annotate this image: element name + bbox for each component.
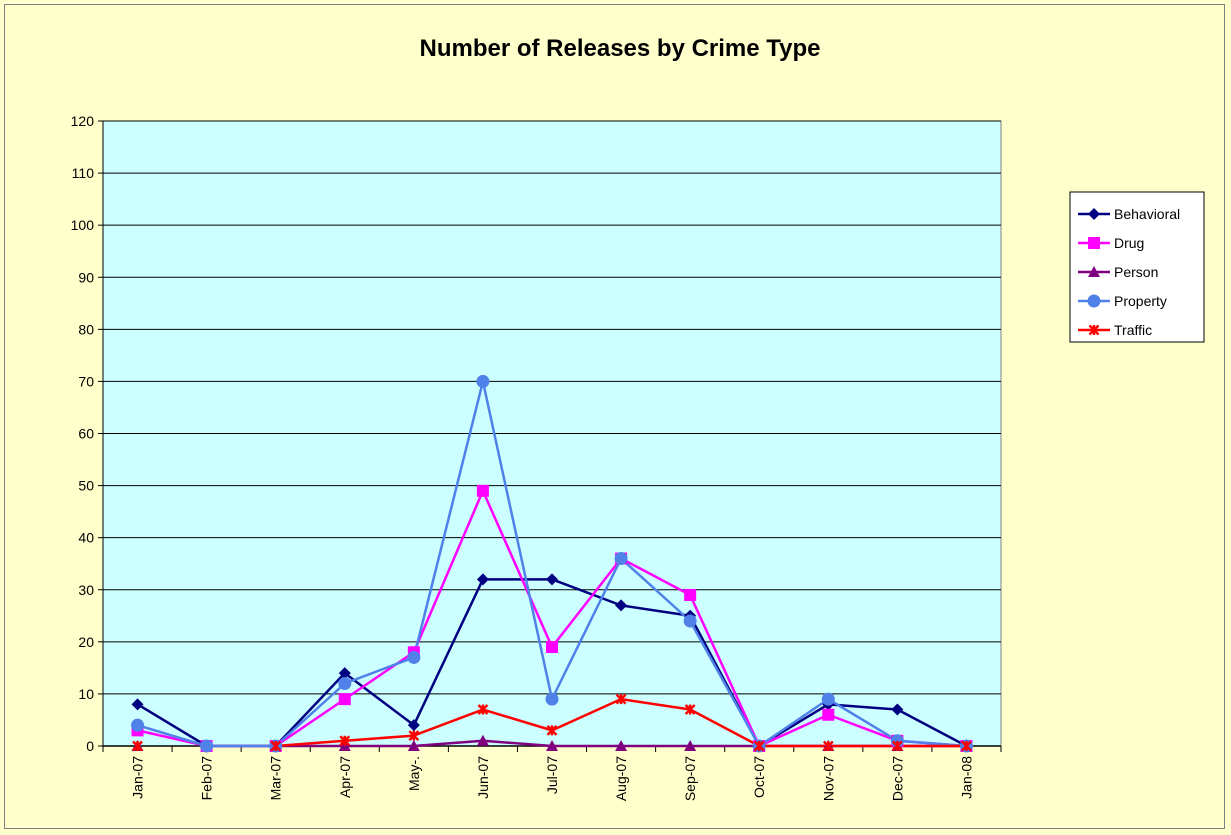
y-axis: 0 10 20 30 40 50 60 70 80 90 100 110 120 xyxy=(71,113,104,754)
data-point xyxy=(822,708,835,721)
data-point xyxy=(339,735,351,747)
data-point xyxy=(477,704,489,715)
y-tick-label: 10 xyxy=(78,686,94,702)
data-point xyxy=(615,693,627,705)
data-point xyxy=(615,599,628,612)
data-point xyxy=(822,740,834,752)
legend-item: Property xyxy=(1078,293,1167,309)
legend-label: Drug xyxy=(1114,235,1144,251)
x-tick-label: May-. xyxy=(406,756,422,791)
y-tick-label: 90 xyxy=(78,269,94,285)
y-tick-label: 120 xyxy=(71,113,95,129)
line-chart: 0 10 20 30 40 50 60 70 80 90 100 110 120 Jan-07 Feb-07… xyxy=(71,35,1205,801)
legend-item: Drug xyxy=(1078,235,1144,251)
chart-title: Number of Releases by Crime Type xyxy=(419,35,820,62)
data-point xyxy=(684,740,697,751)
chart-container: 0 10 20 30 40 50 60 70 80 90 100 110 120 Jan-07 Feb-07… xyxy=(4,4,1225,829)
y-tick-label: 30 xyxy=(78,582,94,598)
x-tick-label: Sep-07 xyxy=(682,756,698,801)
x-tick-label: Apr-07 xyxy=(337,756,353,798)
data-point xyxy=(684,588,697,601)
series-markers-traffic xyxy=(132,693,972,752)
y-tick-label: 60 xyxy=(78,426,94,442)
data-point xyxy=(407,650,421,664)
x-axis: Jan-07 Feb-07 Mar-07 Apr-07 May-. Jun-07 Jul-0… xyxy=(102,745,1002,801)
data-point xyxy=(892,740,903,752)
x-tick-label: Mar-07 xyxy=(268,756,284,801)
data-point xyxy=(1088,324,1100,336)
data-point xyxy=(338,667,351,680)
data-point xyxy=(961,740,972,752)
legend-item: Traffic xyxy=(1078,322,1152,338)
x-tick-label: Jan-07 xyxy=(130,756,146,799)
y-tick-label: 70 xyxy=(78,373,94,389)
x-tick-label: Aug-07 xyxy=(613,756,629,801)
y-tick-label: 50 xyxy=(78,478,94,494)
legend-label: Person xyxy=(1114,264,1158,280)
data-point xyxy=(1088,266,1100,277)
gridlines xyxy=(103,120,1001,695)
data-point xyxy=(546,573,558,586)
x-tick-label: Jan-08 xyxy=(958,756,974,799)
data-point xyxy=(891,703,904,716)
x-tick-label: Dec-07 xyxy=(889,756,905,801)
data-point xyxy=(614,552,628,565)
data-point xyxy=(546,641,558,654)
legend-item: Person xyxy=(1078,264,1158,280)
data-point xyxy=(407,719,420,732)
x-tick-label: Feb-07 xyxy=(199,756,215,801)
data-point xyxy=(1088,208,1100,220)
y-tick-label: 20 xyxy=(78,634,94,650)
data-point xyxy=(684,704,696,715)
data-point xyxy=(476,484,489,497)
legend-label: Property xyxy=(1114,293,1167,309)
data-point xyxy=(546,724,558,736)
y-tick-label: 100 xyxy=(71,217,95,233)
x-tick-label: Nov-07 xyxy=(820,756,836,801)
data-point xyxy=(131,718,145,732)
legend-item: Behavioral xyxy=(1078,206,1180,222)
data-point xyxy=(407,740,420,751)
y-tick-label: 40 xyxy=(78,530,94,546)
x-tick-label: Jul-07 xyxy=(544,756,560,794)
data-point xyxy=(546,740,558,751)
y-tick-label: 0 xyxy=(86,738,94,754)
data-point xyxy=(545,692,559,706)
legend-label: Traffic xyxy=(1114,322,1152,338)
y-tick-label: 80 xyxy=(78,321,94,337)
data-point xyxy=(1087,294,1101,308)
data-point xyxy=(270,740,282,752)
data-point xyxy=(338,693,351,706)
data-point xyxy=(821,692,835,706)
data-point xyxy=(408,730,420,741)
data-point xyxy=(200,739,214,753)
data-point xyxy=(131,698,144,711)
data-point xyxy=(338,677,352,690)
data-point xyxy=(132,740,143,752)
legend-label: Behavioral xyxy=(1114,206,1180,222)
y-tick-label: 110 xyxy=(72,165,95,181)
legend: Behavioral Drug Person Property Traffic xyxy=(1069,191,1205,343)
x-tick-label: Jun-07 xyxy=(475,756,491,799)
x-tick-label: Oct-07 xyxy=(751,756,767,798)
series-group xyxy=(131,374,973,753)
data-point xyxy=(476,734,489,746)
data-point xyxy=(683,614,697,628)
data-point xyxy=(615,740,628,751)
data-point xyxy=(1088,237,1100,249)
data-point xyxy=(476,573,489,586)
data-point xyxy=(476,374,490,388)
data-point xyxy=(753,740,765,752)
